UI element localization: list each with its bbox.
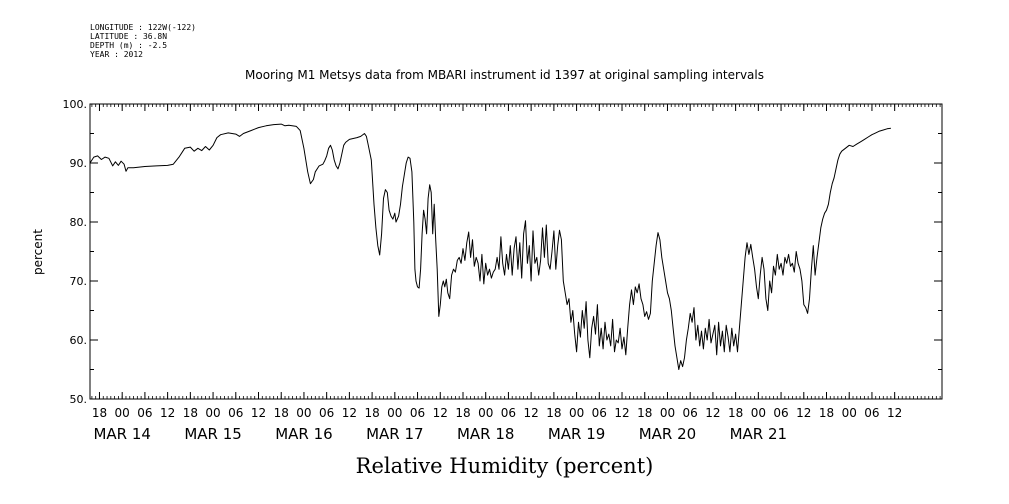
x-tick-label: 06: [410, 406, 425, 420]
x-tick-label: 00: [478, 406, 493, 420]
x-tick-label: 12: [433, 406, 448, 420]
x-day-label: MAR 20: [639, 425, 696, 443]
x-tick-label: 06: [773, 406, 788, 420]
x-tick-label: 00: [751, 406, 766, 420]
x-tick-label: 18: [728, 406, 743, 420]
x-tick-label: 18: [819, 406, 834, 420]
x-tick-label: 18: [364, 406, 379, 420]
latitude-info: LATITUDE : 36.8N: [90, 32, 168, 41]
x-tick-label: 12: [251, 406, 266, 420]
x-tick-label: 06: [228, 406, 243, 420]
x-tick-label: 06: [319, 406, 334, 420]
plot-frame: [89, 103, 943, 400]
y-tick-label: 80.: [70, 216, 88, 229]
humidity-series-line: [89, 123, 891, 370]
x-tick-label: 12: [342, 406, 357, 420]
depth-info: DEPTH (m) : -2.5: [90, 41, 168, 50]
x-axis-label: Relative Humidity (percent): [355, 454, 654, 478]
x-tick-label: 06: [137, 406, 152, 420]
x-tick-label: 12: [705, 406, 720, 420]
x-tick-label: 00: [660, 406, 675, 420]
x-tick-label: 18: [92, 406, 107, 420]
y-tick-label: 60.: [70, 334, 88, 347]
y-tick-label: 50.: [70, 393, 88, 406]
x-day-label: MAR 19: [548, 425, 605, 443]
x-tick-label: 00: [842, 406, 857, 420]
longitude-info: LONGITUDE : 122W(-122): [90, 23, 196, 32]
x-tick-label: 00: [569, 406, 584, 420]
x-tick-label: 18: [637, 406, 652, 420]
x-tick-label: 00: [296, 406, 311, 420]
y-tick-label: 70.: [70, 275, 88, 288]
x-tick-label: 00: [115, 406, 130, 420]
x-tick-label: 18: [274, 406, 289, 420]
x-tick-label: 06: [592, 406, 607, 420]
x-tick-label: 06: [683, 406, 698, 420]
x-day-label: MAR 16: [275, 425, 332, 443]
x-tick-label: 12: [524, 406, 539, 420]
chart-title: Mooring M1 Metsys data from MBARI instru…: [245, 68, 764, 82]
x-day-label: MAR 18: [457, 425, 514, 443]
x-tick-label: 06: [501, 406, 516, 420]
x-tick-label: 18: [183, 406, 198, 420]
x-day-label: MAR 21: [730, 425, 787, 443]
x-day-label: MAR 15: [184, 425, 241, 443]
x-tick-label: 18: [455, 406, 470, 420]
year-info: YEAR : 2012: [90, 50, 143, 59]
x-tick-label: 12: [160, 406, 175, 420]
x-tick-label: 12: [887, 406, 902, 420]
y-tick-label: 90.: [70, 157, 88, 170]
x-tick-label: 00: [387, 406, 402, 420]
x-tick-label: 00: [205, 406, 220, 420]
x-day-label: MAR 17: [366, 425, 423, 443]
x-tick-label: 12: [796, 406, 811, 420]
x-day-label: MAR 14: [93, 425, 150, 443]
x-tick-label: 18: [546, 406, 561, 420]
y-tick-label: 100.: [63, 98, 88, 111]
x-tick-label: 06: [864, 406, 879, 420]
x-tick-label: 12: [614, 406, 629, 420]
